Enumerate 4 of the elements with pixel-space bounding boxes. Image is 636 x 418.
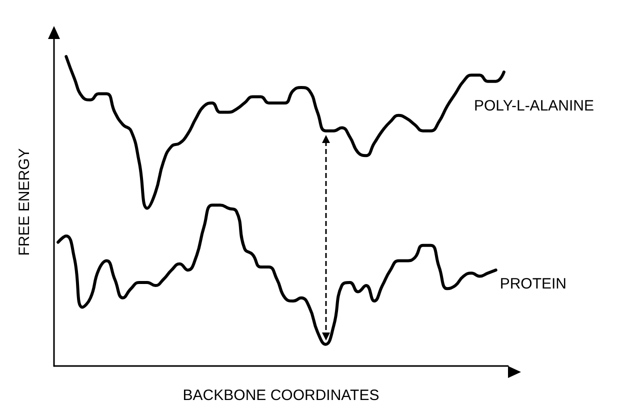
series-label: POLY-L-ALANINE	[474, 98, 594, 115]
y-axis-title: FREE ENERGY	[16, 148, 33, 256]
series-label: PROTEIN	[500, 276, 567, 293]
x-axis-title: BACKBONE COORDINATES	[182, 387, 380, 404]
